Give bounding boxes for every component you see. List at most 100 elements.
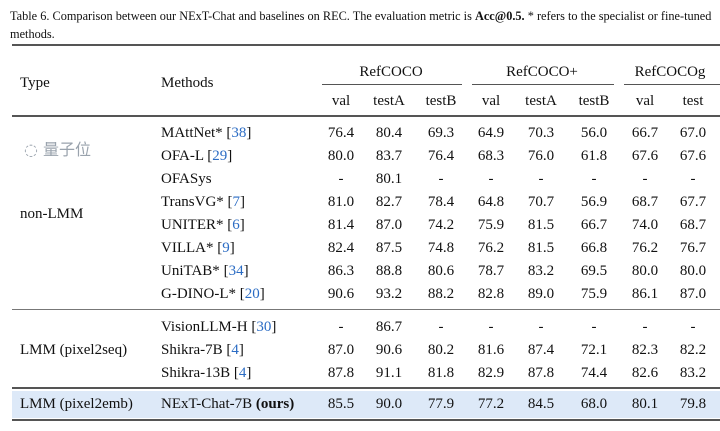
citation-link[interactable]: 34 [228, 263, 244, 279]
highlight-row-bg [12, 391, 720, 418]
table-cell: 82.6 [631, 365, 659, 381]
table-cell: 70.3 [527, 125, 555, 141]
method-name: MAttNet* [38] [161, 125, 252, 141]
table-cell: 93.2 [375, 286, 403, 302]
method-label: OFA-L [161, 148, 204, 164]
table-cell: 76.2 [631, 240, 659, 256]
citation-link[interactable]: 29 [212, 148, 228, 164]
section-rule [12, 309, 720, 310]
header-split: val [635, 93, 655, 109]
table-cell: 87.8 [327, 365, 355, 381]
citation-link[interactable]: 4 [238, 365, 247, 381]
table-cell: 81.5 [527, 217, 555, 233]
table-cell: 67.6 [679, 148, 707, 164]
table-cell: 83.2 [527, 263, 555, 279]
table-cell: 80.4 [375, 125, 403, 141]
table-cell: - [488, 171, 494, 187]
table-cell: 85.5 [327, 396, 355, 412]
table-cell: 74.8 [427, 240, 455, 256]
table-cell: - [438, 319, 444, 335]
method-label: UniTAB* [161, 263, 220, 279]
table-cell: 80.6 [427, 263, 455, 279]
table-cell: 87.0 [375, 217, 403, 233]
method-name: G-DINO-L* [20] [161, 286, 265, 302]
table-cell: 69.5 [580, 263, 608, 279]
citation-link[interactable]: 20 [244, 286, 260, 302]
citation-link[interactable]: 9 [222, 240, 230, 256]
bottom-rule [12, 419, 720, 421]
table-cell: 66.7 [580, 217, 608, 233]
table-cell: 78.7 [477, 263, 505, 279]
header-methods: Methods [161, 75, 214, 91]
type-label: LMM (pixel2emb) [20, 396, 133, 412]
table-cell: - [642, 171, 648, 187]
method-name: Shikra-7B [4] [161, 342, 244, 358]
citation-link[interactable]: 30 [256, 319, 272, 335]
table-cell: 66.8 [580, 240, 608, 256]
table-cell: 84.5 [527, 396, 555, 412]
table-cell: 82.3 [631, 342, 659, 358]
section-rule [12, 387, 720, 389]
citation-link[interactable]: 7 [232, 194, 241, 210]
table-cell: 68.7 [631, 194, 659, 210]
table-cell: 68.7 [679, 217, 707, 233]
table-cell: 88.2 [427, 286, 455, 302]
table-cell: 74.0 [631, 217, 659, 233]
header-split: testB [578, 93, 610, 109]
header-split: testA [373, 93, 405, 109]
table-cell: 75.9 [477, 217, 505, 233]
table-cell: 75.9 [580, 286, 608, 302]
method-label: TransVG* [161, 194, 224, 210]
header-split: testB [425, 93, 457, 109]
method-name: OFASys [161, 170, 212, 188]
citation-link[interactable]: 38 [231, 125, 247, 141]
method-name: NExT-Chat-7B (ours) [161, 395, 294, 413]
caption-metric: Acc@0.5. [474, 9, 525, 23]
method-name: OFA-L [29] [161, 148, 233, 164]
table-cell: 76.2 [477, 240, 505, 256]
type-label: non-LMM [20, 205, 84, 222]
table-cell: - [538, 319, 544, 335]
table-cell: 86.3 [327, 263, 355, 279]
method-label: OFASys [161, 171, 212, 187]
table-cell: 90.6 [327, 286, 355, 302]
table-cell: - [338, 171, 344, 187]
method-label: G-DINO-L* [161, 286, 236, 302]
table-cell: 89.0 [527, 286, 555, 302]
header-split: testA [525, 93, 557, 109]
table-cell: 81.5 [527, 240, 555, 256]
table-cell: 87.8 [527, 365, 555, 381]
method-label: Shikra-13B [161, 365, 231, 381]
table-cell: 77.2 [477, 396, 505, 412]
table-cell: 74.4 [580, 365, 608, 381]
type-label: LMM (pixel2seq) [20, 342, 128, 358]
table-cell: - [591, 171, 597, 187]
method-name: VILLA* [9] [161, 240, 235, 256]
header-split: val [331, 93, 351, 109]
watermark-icon: ◌ [24, 140, 44, 159]
table-cell: 82.2 [679, 342, 707, 358]
table-cell: 68.3 [477, 148, 505, 164]
table-cell: 87.4 [527, 342, 555, 358]
header-split: test [682, 93, 704, 109]
table-cell: 68.0 [580, 396, 608, 412]
citation-link[interactable]: 6 [232, 217, 240, 233]
table-cell: 77.9 [427, 396, 455, 412]
table-cell: - [488, 319, 494, 335]
table-cell: 67.0 [679, 125, 707, 141]
method-name: VisionLLM-H [30] [161, 319, 277, 335]
header-group-refcoco: RefCOCO [359, 64, 423, 80]
table-cell: - [690, 319, 696, 335]
method-name: UniTAB* [34] [161, 263, 249, 279]
table-cell: 76.4 [327, 125, 355, 141]
table-cell: 91.1 [375, 365, 403, 381]
method-label: VisionLLM-H [161, 319, 248, 335]
table-caption: Table 6. Comparison between our NExT-Cha… [10, 7, 718, 43]
table-cell: - [438, 171, 444, 187]
method-label: Shikra-7B [161, 342, 223, 358]
citation-link[interactable]: 4 [231, 342, 239, 358]
table-cell: 90.0 [375, 396, 403, 412]
table-cell: 81.0 [327, 194, 355, 210]
table-cell: 70.7 [527, 194, 555, 210]
table-cell: 80.0 [679, 263, 707, 279]
